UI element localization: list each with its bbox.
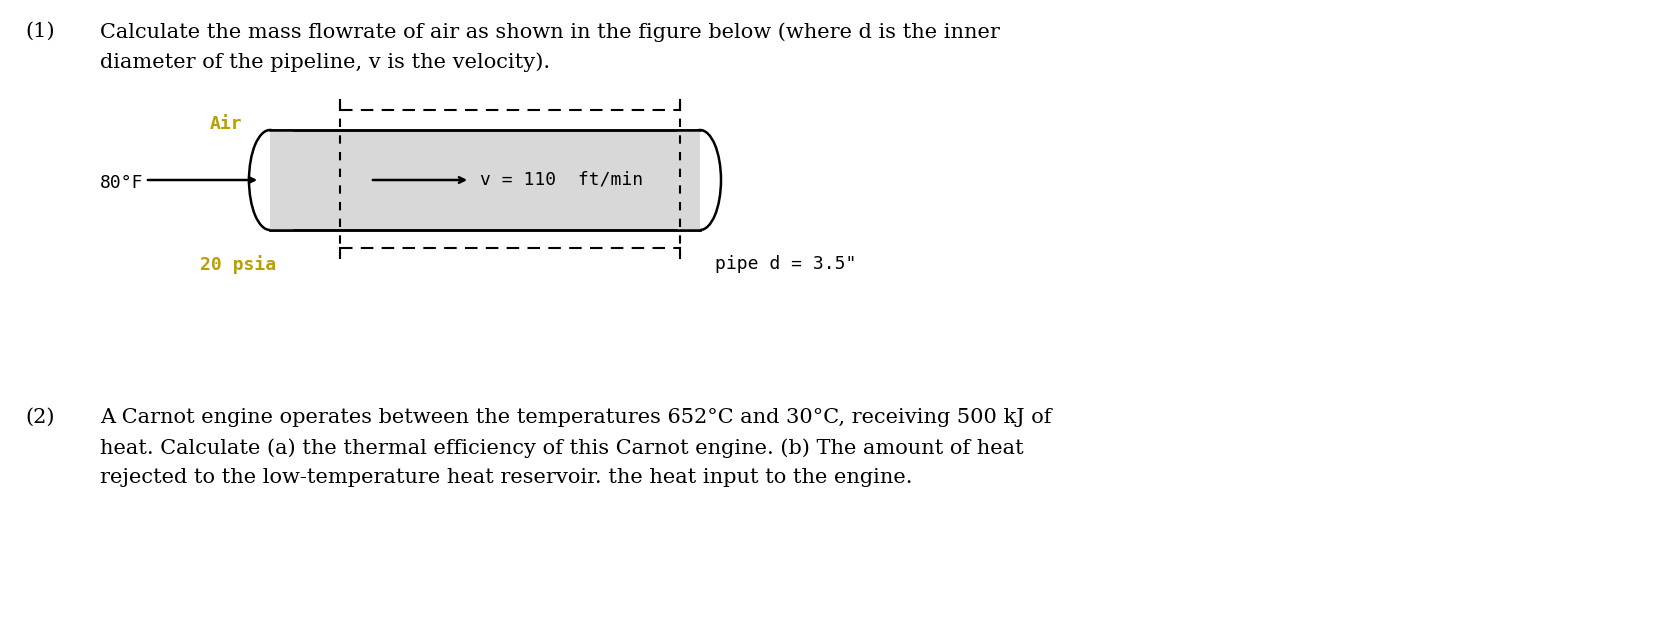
Text: A Carnot engine operates between the temperatures 652°C and 30°C, receiving 500 : A Carnot engine operates between the tem… bbox=[100, 408, 1051, 427]
Text: 80°F: 80°F bbox=[100, 174, 143, 192]
Text: Calculate the mass flowrate of air as shown in the figure below (where d is the : Calculate the mass flowrate of air as sh… bbox=[100, 22, 999, 42]
Text: diameter of the pipeline, v is the velocity).: diameter of the pipeline, v is the veloc… bbox=[100, 52, 550, 72]
Bar bbox=[677, 130, 701, 230]
Bar bbox=[270, 130, 701, 230]
Ellipse shape bbox=[679, 130, 721, 230]
Ellipse shape bbox=[249, 130, 290, 230]
Text: rejected to the low-temperature heat reservoir. the heat input to the engine.: rejected to the low-temperature heat res… bbox=[100, 468, 912, 487]
Text: (1): (1) bbox=[25, 22, 55, 41]
Text: Air: Air bbox=[210, 115, 242, 133]
Text: (2): (2) bbox=[25, 408, 55, 427]
Text: 20 psia: 20 psia bbox=[200, 255, 277, 274]
Text: heat. Calculate (a) the thermal efficiency of this Carnot engine. (b) The amount: heat. Calculate (a) the thermal efficien… bbox=[100, 438, 1024, 458]
Bar bbox=[270, 130, 294, 230]
Text: pipe d = 3.5": pipe d = 3.5" bbox=[716, 255, 856, 273]
Text: v = 110  ft/min: v = 110 ft/min bbox=[480, 171, 644, 189]
